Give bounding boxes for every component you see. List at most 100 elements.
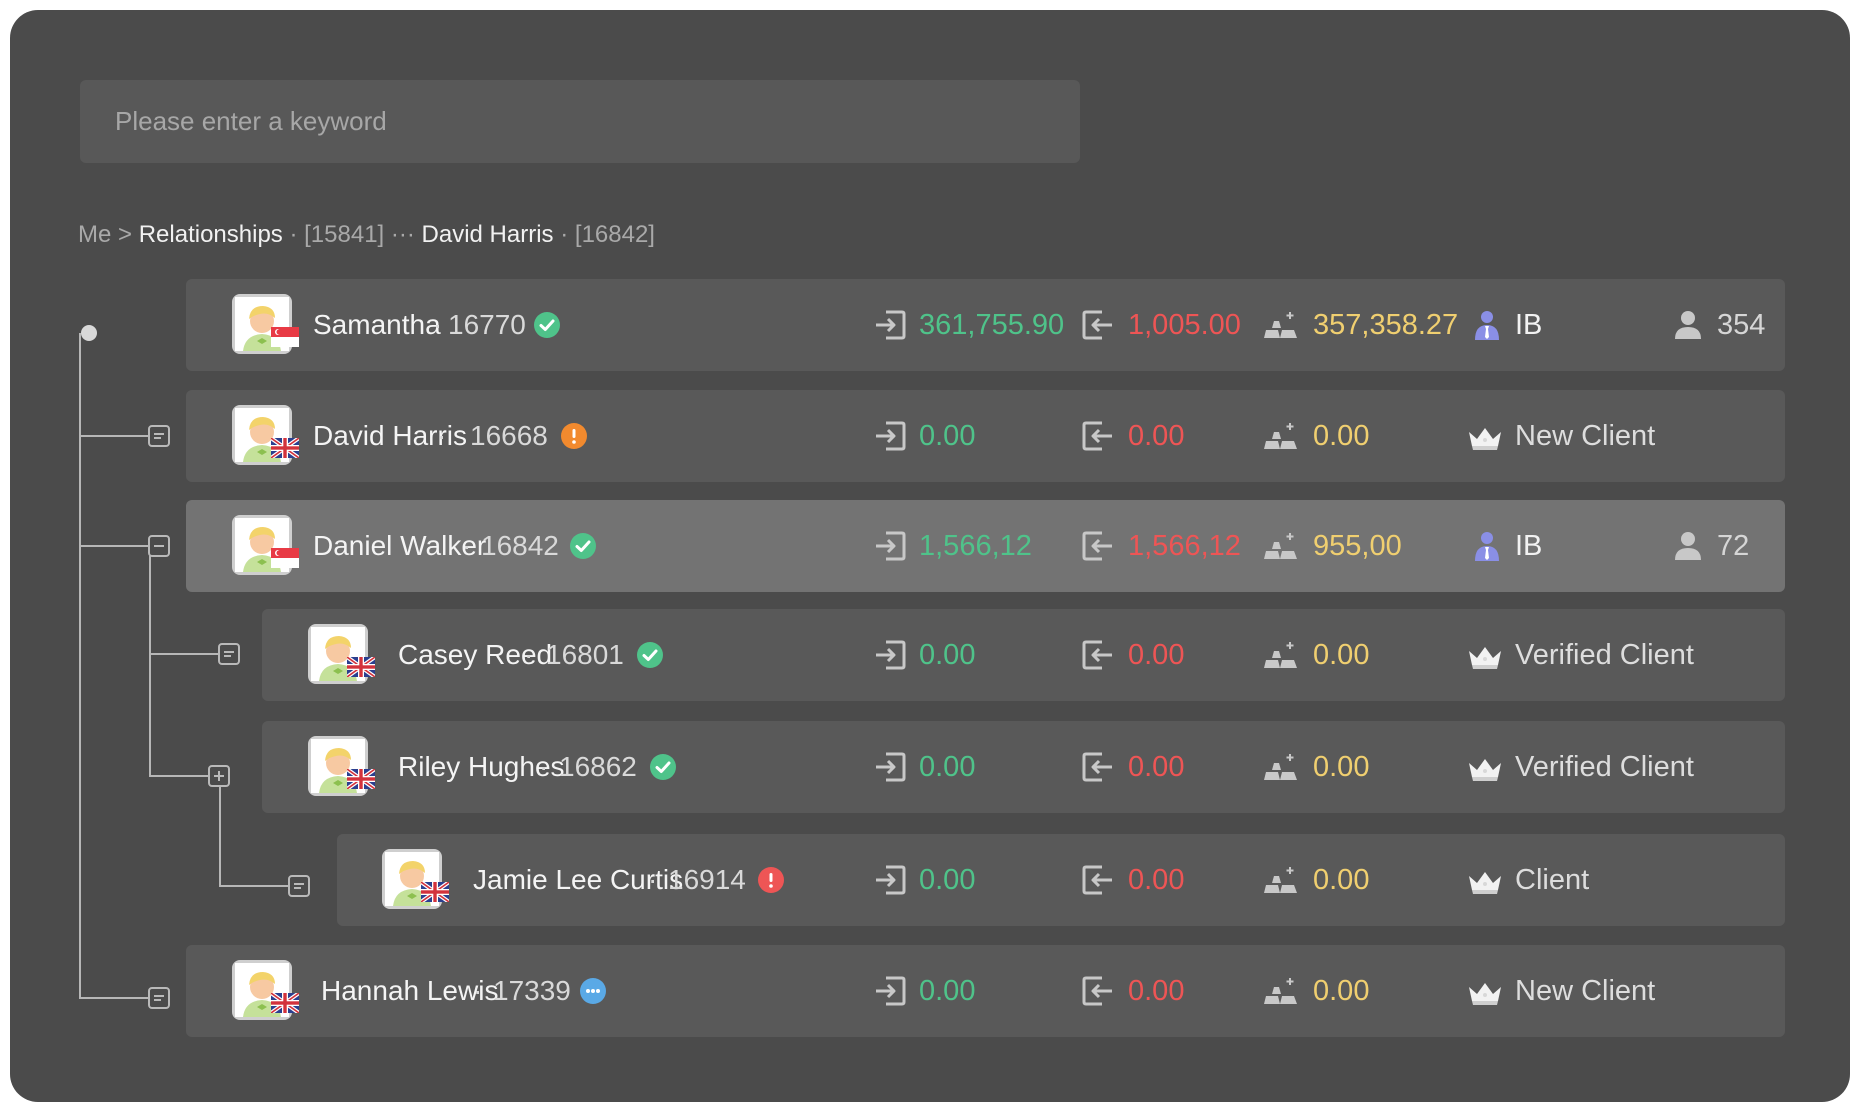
crown-icon — [1466, 424, 1504, 457]
tree-leaf-icon — [218, 643, 240, 665]
tree-leaf-icon — [288, 875, 310, 897]
balance-amount: 0.00 — [1313, 639, 1370, 671]
crown-icon — [1466, 643, 1504, 676]
crown-icon — [1466, 979, 1504, 1012]
breadcrumb-relationships[interactable]: Relationships — [138, 221, 283, 248]
separator-dot: · — [648, 864, 658, 895]
level-label: Client — [1515, 864, 1590, 896]
relationship-row[interactable]: Daniel Walker · 16842 1,566,12 1,566,12 955,0… — [186, 500, 1785, 592]
member-count[interactable]: 72 — [1717, 530, 1750, 562]
relationship-row[interactable]: Hannah Lewis · 17339 0.00 0.00 0.00 New Client — [186, 945, 1785, 1037]
withdraw-icon — [1082, 421, 1114, 456]
separator-dot: · — [433, 309, 443, 340]
tree-collapse-icon[interactable] — [148, 535, 170, 557]
breadcrumb-first-id[interactable]: · [15841] — [289, 221, 385, 248]
withdraw-icon — [1082, 865, 1114, 900]
avatar — [308, 624, 375, 684]
client-name[interactable]: Riley Hughes — [398, 751, 565, 782]
withdraw-icon — [1082, 976, 1114, 1011]
avatar — [308, 736, 375, 796]
deposit-icon — [874, 310, 906, 345]
level-label: New Client — [1515, 975, 1656, 1007]
withdraw-amount: 0.00 — [1128, 975, 1185, 1007]
deposit-icon — [874, 640, 906, 675]
tree-line — [219, 885, 289, 887]
deposit-amount: 0.00 — [919, 975, 976, 1007]
balance-amount: 0.00 — [1313, 751, 1370, 783]
breadcrumb-current-name[interactable]: David Harris — [421, 221, 554, 248]
status-verified-icon — [534, 312, 560, 338]
client-name[interactable]: Hannah Lewis — [321, 975, 499, 1006]
deposit-icon — [874, 976, 906, 1011]
withdraw-icon — [1082, 310, 1114, 345]
client-name[interactable]: David Harris — [313, 420, 468, 451]
balance-amount: 0.00 — [1313, 420, 1370, 452]
tree-line — [219, 786, 221, 886]
withdraw-amount: 0.00 — [1128, 639, 1185, 671]
search-box[interactable] — [80, 80, 1080, 163]
crown-icon — [1466, 868, 1504, 901]
avatar — [382, 849, 449, 909]
relationship-row[interactable]: Jamie Lee Curtis · 16914 0.00 0.00 0.00 Client — [337, 834, 1785, 926]
breadcrumb-ellipsis: ··· — [390, 221, 415, 248]
separator-dot: · — [473, 975, 483, 1006]
ib-icon — [1473, 531, 1501, 566]
tree-leaf-icon — [148, 425, 170, 447]
balance-icon — [1264, 752, 1298, 787]
client-id: 16770 — [448, 309, 526, 340]
relationship-row[interactable]: Casey Reed · 16801 0.00 0.00 0.00 Verified Cli… — [262, 609, 1785, 701]
client-name[interactable]: Samantha — [313, 309, 441, 340]
status-error-icon — [758, 867, 784, 893]
client-name[interactable]: Jamie Lee Curtis — [473, 864, 684, 895]
status-verified-icon — [650, 754, 676, 780]
relationship-row[interactable]: Riley Hughes · 16862 0.00 0.00 0.00 Verified C… — [262, 721, 1785, 813]
withdraw-icon — [1082, 640, 1114, 675]
tree-root-dot — [81, 325, 97, 341]
relationship-row[interactable]: Samantha · 16770 361,755.90 1,005.00 357,358.… — [186, 279, 1785, 371]
person-icon — [1674, 531, 1702, 566]
tree-leaf-icon — [148, 987, 170, 1009]
balance-icon — [1264, 865, 1298, 900]
client-id: 16801 — [546, 639, 624, 670]
deposit-amount: 1,566,12 — [919, 530, 1032, 562]
tree-line — [149, 775, 219, 777]
member-count[interactable]: 354 — [1717, 309, 1766, 341]
tree-line — [149, 653, 219, 655]
status-pending-icon — [580, 978, 606, 1004]
client-id: 16914 — [668, 864, 746, 895]
separator-dot: · — [462, 530, 472, 561]
person-icon — [1674, 310, 1702, 345]
level-label: New Client — [1515, 420, 1656, 452]
tree-line — [79, 333, 81, 998]
avatar — [232, 405, 299, 465]
separator-dot: · — [437, 420, 447, 451]
level-label: Verified Client — [1515, 751, 1694, 783]
balance-amount: 0.00 — [1313, 864, 1370, 896]
balance-amount: 955,00 — [1313, 530, 1402, 562]
deposit-icon — [874, 865, 906, 900]
withdraw-icon — [1082, 752, 1114, 787]
breadcrumb: Me > Relationships · [15841] ··· David H… — [78, 218, 655, 252]
client-id: 16862 — [559, 751, 637, 782]
tree-expand-icon[interactable] — [208, 765, 230, 787]
relationship-row[interactable]: David Harris · 16668 0.00 0.00 0.00 New Client — [186, 390, 1785, 482]
crown-icon — [1466, 755, 1504, 788]
breadcrumb-me[interactable]: Me > — [78, 221, 133, 248]
separator-dot: · — [524, 639, 534, 670]
withdraw-amount: 0.00 — [1128, 864, 1185, 896]
balance-icon — [1264, 310, 1298, 345]
avatar — [232, 960, 299, 1020]
deposit-icon — [874, 752, 906, 787]
tree-line — [149, 556, 151, 776]
client-name[interactable]: Casey Reed — [398, 639, 553, 670]
search-input[interactable] — [113, 105, 1080, 138]
relationships-panel: Me > Relationships · [15841] ··· David H… — [10, 10, 1850, 1102]
client-name[interactable]: Daniel Walker — [313, 530, 487, 561]
balance-icon — [1264, 531, 1298, 566]
deposit-amount: 0.00 — [919, 864, 976, 896]
balance-icon — [1264, 421, 1298, 456]
level-label: IB — [1515, 530, 1543, 562]
withdraw-amount: 1,566,12 — [1128, 530, 1241, 562]
balance-icon — [1264, 976, 1298, 1011]
withdraw-amount: 0.00 — [1128, 420, 1185, 452]
